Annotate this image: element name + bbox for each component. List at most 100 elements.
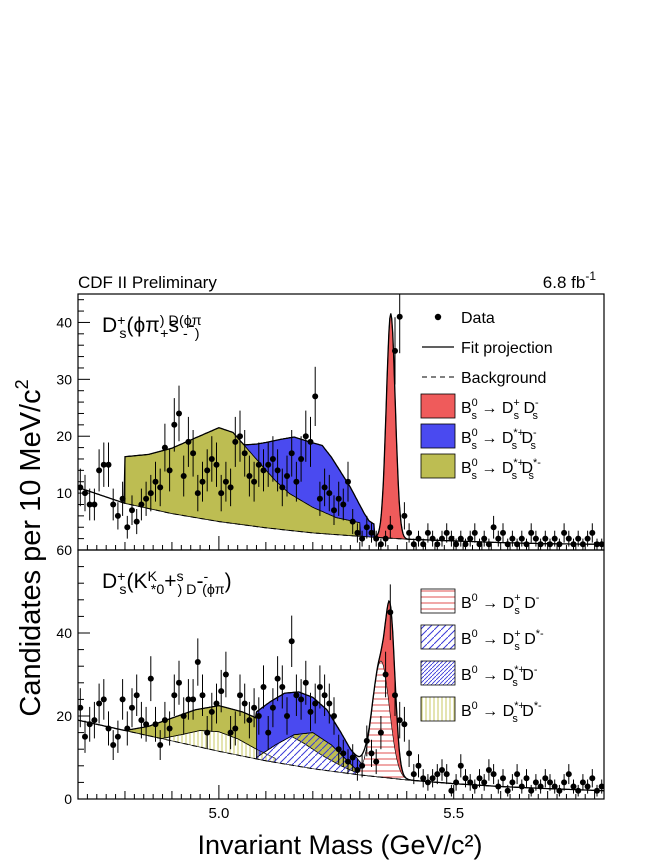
data-point [138, 501, 145, 508]
data-point [232, 725, 239, 732]
bottom-panel: 0 20 40 60 D+s​(KK*0​+s) D​--(ϕπ​) B0​ → D+s​… [56, 542, 605, 807]
data-point [293, 478, 300, 485]
data-point [119, 495, 126, 502]
y-tick-label: 60 [56, 542, 72, 558]
data-point [457, 762, 464, 769]
data-point [476, 541, 483, 548]
data-point [532, 779, 539, 786]
legend-label: B0​ → D*+s​ D*-​ [461, 700, 542, 725]
data-point [82, 733, 88, 740]
data-point [547, 541, 553, 548]
data-point [241, 450, 248, 457]
data-point [439, 535, 445, 542]
data-point [78, 484, 84, 491]
data-point [180, 473, 187, 479]
data-point [138, 717, 145, 724]
legend-swatch [420, 453, 456, 479]
data-point [222, 478, 229, 485]
data-point [518, 783, 525, 790]
data-point [161, 717, 168, 724]
data-point [598, 783, 604, 790]
data-point [213, 461, 220, 468]
data-point [565, 771, 572, 778]
data-point [354, 767, 361, 773]
data-point [589, 775, 596, 782]
data-point [176, 679, 182, 686]
data-point [490, 771, 497, 778]
data-point [255, 713, 262, 719]
data-point [260, 467, 267, 474]
data-point [86, 501, 93, 508]
data-point [288, 450, 295, 457]
data-point [345, 758, 351, 765]
data-point [462, 775, 469, 782]
y-tick-label: 20 [56, 428, 72, 444]
panel-title: D+s​(KK*0​+s) D​--(ϕπ​) [102, 569, 232, 598]
legend-entry: Background [422, 370, 546, 387]
data-point [326, 700, 333, 707]
data-point [504, 541, 511, 548]
y-tick-label: 10 [56, 485, 72, 501]
data-point [255, 461, 262, 468]
data-point [171, 421, 178, 428]
data-point [279, 684, 286, 690]
data-point [204, 729, 211, 736]
data-point [152, 478, 159, 485]
data-point [415, 762, 422, 769]
y-axis-label: Candidates per 10 MeV/c2 [12, 379, 47, 716]
data-point [345, 478, 351, 485]
data-point [86, 721, 93, 728]
data-point [359, 762, 366, 769]
data-point [594, 541, 600, 548]
data-point [368, 529, 375, 536]
data-point [302, 433, 309, 440]
data-point [561, 529, 568, 536]
data-point [471, 783, 478, 790]
y-tick-label: 40 [56, 314, 72, 330]
data-point [260, 684, 267, 690]
data-point [143, 721, 150, 728]
legend-entry: B0​ → D*+s​ D*-​ [420, 696, 542, 725]
data-point [312, 393, 319, 400]
data-point [410, 541, 417, 548]
data-point [467, 535, 474, 542]
data-point [377, 541, 384, 548]
legend-marker-icon [434, 313, 442, 321]
data-point [429, 535, 436, 542]
data-point [542, 775, 549, 782]
y-tick-label: 20 [56, 708, 72, 724]
data-point [246, 473, 253, 479]
data-point [100, 696, 107, 703]
data-point [105, 461, 112, 468]
legend-entry: B0​ → D+s​ D*-​ [420, 624, 544, 653]
data-point [331, 713, 337, 719]
data-point [500, 529, 506, 536]
legend-swatch [420, 660, 456, 686]
data-point [190, 450, 197, 457]
data-point [584, 535, 591, 542]
data-point [331, 507, 337, 514]
data-point [171, 692, 178, 699]
data-point [490, 524, 497, 531]
data-point [298, 456, 305, 462]
data-point [551, 535, 558, 542]
data-point [453, 779, 460, 786]
data-point [185, 696, 192, 703]
data-point [312, 700, 319, 707]
data-point [382, 671, 389, 678]
cdf-preliminary-label: CDF II Preliminary [78, 273, 217, 292]
data-point [129, 507, 135, 514]
data-point [410, 771, 417, 778]
legend-label: Data [461, 310, 495, 327]
data-point [373, 758, 380, 765]
legend-label: B0​ → D+s​ D-​ [461, 592, 540, 617]
data-point [396, 313, 403, 320]
data-point [133, 518, 140, 525]
data-point [457, 535, 464, 542]
data-point [180, 713, 187, 719]
data-point [124, 524, 131, 531]
data-point [537, 541, 544, 548]
data-point [227, 729, 234, 736]
legend-label: Background [461, 370, 546, 387]
